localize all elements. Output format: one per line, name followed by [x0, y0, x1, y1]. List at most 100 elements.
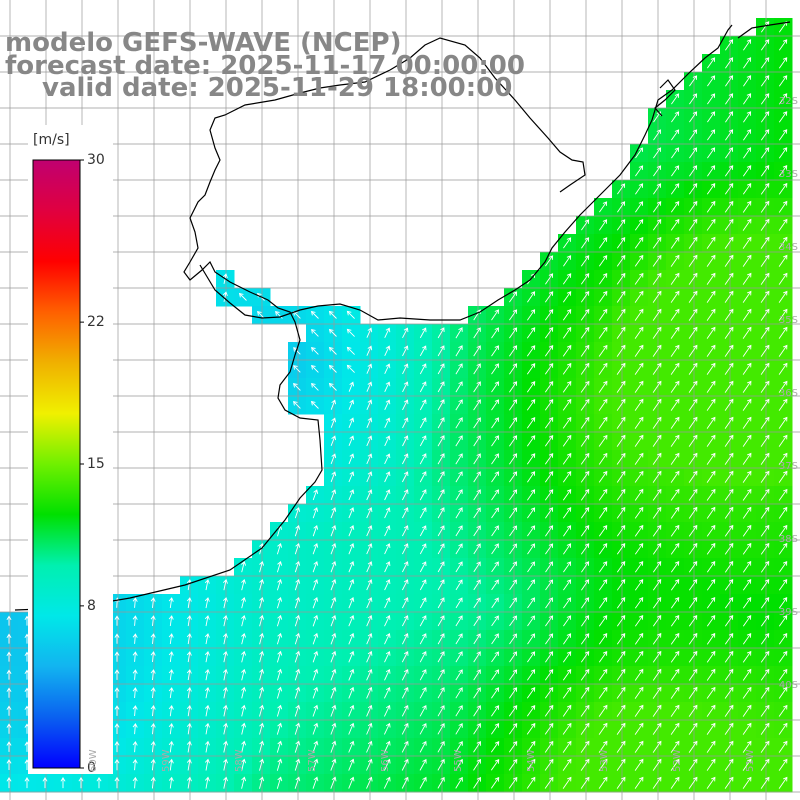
wind-arrow — [490, 776, 500, 789]
wind-arrow — [634, 722, 644, 735]
wind-arrow — [241, 704, 247, 717]
wind-arrow — [670, 470, 680, 483]
wind-arrow — [616, 290, 626, 303]
wind-arrow — [509, 687, 518, 699]
wind-arrow — [670, 668, 680, 681]
wind-arrow — [778, 596, 788, 609]
wind-arrow — [670, 308, 680, 321]
wind-arrow — [635, 183, 644, 195]
wind-arrow — [688, 344, 698, 357]
wind-arrow — [150, 776, 156, 789]
longitude-label-60W: 60W — [88, 749, 99, 772]
wind-arrow — [688, 254, 698, 267]
wind-arrow — [634, 470, 644, 483]
wind-arrow — [580, 543, 590, 555]
wind-arrow — [132, 705, 138, 717]
wind-arrow — [6, 705, 12, 716]
wind-arrow — [598, 686, 608, 699]
wind-arrow — [743, 111, 752, 123]
wind-arrow — [241, 758, 247, 771]
wind-arrow — [473, 309, 481, 321]
wind-arrow — [689, 111, 698, 123]
wind-arrow — [652, 434, 662, 447]
wind-arrow — [186, 722, 192, 735]
wind-arrow — [419, 345, 427, 357]
wind-arrow — [742, 290, 752, 303]
wind-arrow — [383, 686, 391, 699]
wind-arrow — [508, 704, 518, 717]
wind-arrow — [671, 111, 680, 123]
coastline — [14, 21, 791, 611]
wind-arrow — [544, 722, 554, 735]
wind-arrow — [562, 434, 572, 447]
wind-arrow — [598, 722, 608, 735]
wind-arrow — [652, 272, 662, 285]
wind-arrow — [491, 543, 499, 555]
wind-arrow — [688, 650, 698, 663]
wind-arrow — [742, 614, 752, 627]
wind-arrow — [580, 255, 590, 267]
wind-arrow — [778, 39, 788, 51]
wind-arrow — [544, 417, 554, 429]
longitude-label-51W: 51W — [745, 749, 756, 772]
wind-arrow — [222, 597, 228, 609]
wind-arrow — [419, 615, 427, 627]
wind-arrow — [259, 740, 265, 753]
wind-arrow — [581, 561, 590, 573]
wind-arrow — [778, 236, 788, 249]
wind-arrow — [724, 254, 734, 267]
colorbar-tick-15: 15 — [87, 456, 105, 472]
wind-arrow — [348, 632, 355, 645]
wind-arrow — [473, 561, 481, 573]
wind-arrow — [544, 758, 554, 771]
wind-arrow — [670, 254, 680, 267]
wind-arrow — [689, 165, 698, 177]
wind-arrow — [724, 633, 734, 645]
wind-arrow — [670, 272, 680, 285]
wind-arrow — [616, 758, 626, 771]
wind-arrow — [455, 489, 463, 501]
wind-arrow — [760, 75, 770, 87]
wind-arrow — [509, 651, 517, 663]
wind-arrow — [6, 777, 12, 789]
wind-arrow — [760, 326, 770, 339]
wind-arrow — [346, 310, 355, 319]
wind-arrow — [760, 614, 770, 627]
wind-arrow — [670, 218, 680, 231]
wind-arrow — [419, 543, 427, 555]
wind-arrow — [419, 561, 427, 573]
wind-arrow — [330, 686, 337, 699]
wind-arrow — [419, 686, 427, 699]
wind-arrow — [742, 344, 752, 357]
wind-arrow — [671, 129, 680, 141]
wind-arrow — [256, 310, 265, 319]
longitude-label-53W: 53W — [599, 749, 610, 772]
wind-arrow — [616, 236, 626, 249]
wind-arrow — [724, 758, 734, 771]
wind-arrow — [724, 183, 734, 195]
wind-arrow — [328, 382, 337, 391]
wind-arrow — [294, 704, 301, 717]
wind-arrow — [437, 471, 445, 483]
wind-arrow — [330, 525, 337, 537]
wind-arrow — [384, 435, 391, 447]
wind-arrow — [527, 597, 535, 609]
wind-arrow — [760, 704, 770, 717]
wind-arrow — [384, 561, 391, 573]
wind-arrow — [473, 776, 481, 789]
wind-arrow — [383, 776, 391, 789]
wind-arrow — [526, 362, 536, 375]
wind-arrow — [384, 399, 391, 410]
wind-arrow — [725, 111, 734, 123]
wind-arrow — [706, 380, 716, 393]
wind-arrow — [419, 740, 427, 753]
wind-arrow — [508, 776, 518, 789]
wind-arrow — [652, 236, 662, 249]
wind-arrow — [312, 578, 319, 591]
wind-arrow — [241, 776, 247, 789]
wind-arrow — [706, 758, 716, 771]
wind-arrow — [366, 579, 373, 591]
wind-arrow — [562, 309, 572, 321]
wind-arrow — [238, 292, 247, 301]
wind-arrow — [544, 687, 554, 699]
